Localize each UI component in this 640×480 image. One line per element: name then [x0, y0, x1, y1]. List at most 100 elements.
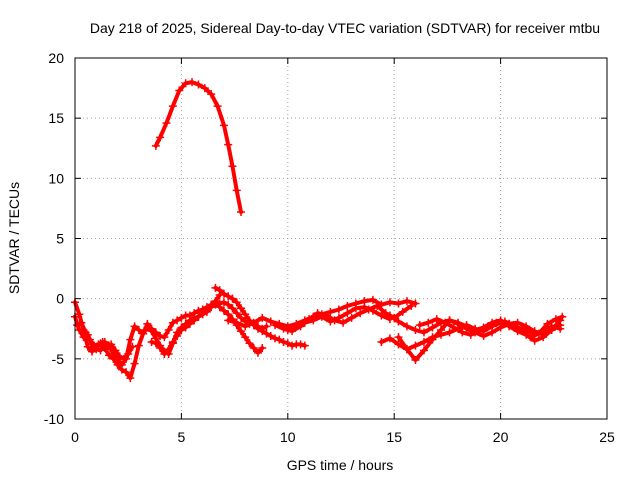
data-point-marker [236, 313, 245, 322]
data-point-marker [130, 322, 139, 331]
data-point-marker [394, 340, 403, 349]
data-point-marker [292, 322, 301, 331]
data-point-marker [398, 307, 407, 316]
y-axis-label: SDTVAR / TECUs [6, 182, 22, 294]
data-point-marker [109, 354, 118, 363]
data-point-marker [300, 341, 309, 350]
data-point-marker [162, 118, 171, 127]
data-point-marker [266, 317, 275, 326]
data-point-marker [347, 313, 356, 322]
data-point-marker [258, 313, 267, 322]
data-point-marker [496, 323, 505, 332]
data-point-marker [449, 323, 458, 332]
data-point-marker [385, 311, 394, 320]
data-point-marker [173, 316, 182, 325]
data-point-marker [241, 310, 250, 319]
data-point-marker [424, 318, 433, 327]
data-point-marker [483, 322, 492, 331]
series-arc-4 [147, 299, 267, 359]
data-point-marker [143, 323, 152, 332]
data-point-marker [334, 305, 343, 314]
data-point-marker [211, 299, 220, 308]
data-point-marker [77, 318, 86, 327]
data-point-marker [88, 347, 97, 356]
data-point-marker [411, 356, 420, 365]
data-point-marker [181, 79, 190, 88]
data-point-marker [117, 365, 126, 374]
data-point-marker [339, 318, 348, 327]
data-point-marker [526, 333, 535, 342]
data-point-marker [254, 348, 263, 357]
data-point-marker [334, 313, 343, 322]
data-point-marker [462, 322, 471, 331]
data-point-marker [368, 295, 377, 304]
data-point-marker [190, 316, 199, 325]
data-point-marker [102, 345, 111, 354]
y-tick-label: 10 [48, 170, 64, 186]
data-point-marker [173, 331, 182, 340]
data-point-marker [156, 331, 165, 340]
data-point-marker [377, 311, 386, 320]
data-point-marker [215, 303, 224, 312]
data-point-marker [419, 328, 428, 337]
data-point-marker [547, 325, 556, 334]
data-point-marker [83, 342, 92, 351]
data-point-marker [368, 306, 377, 315]
data-point-marker [488, 328, 497, 337]
data-point-marker [168, 337, 177, 346]
data-point-marker [466, 330, 475, 339]
data-point-marker [283, 325, 292, 334]
data-point-marker [177, 313, 186, 322]
data-point-marker [258, 327, 267, 336]
data-point-marker [530, 336, 539, 345]
y-tick-label: -5 [52, 351, 65, 367]
data-point-marker [236, 327, 245, 336]
data-point-marker [283, 339, 292, 348]
data-point-marker [428, 335, 437, 344]
data-point-marker [402, 322, 411, 331]
data-point-marker [377, 337, 386, 346]
data-point-marker [224, 140, 233, 149]
data-point-marker [279, 337, 288, 346]
data-point-marker [202, 305, 211, 314]
data-point-marker [156, 344, 165, 353]
data-point-marker [351, 304, 360, 313]
data-point-marker [326, 317, 335, 326]
series-arc-high [151, 78, 245, 217]
data-point-marker [254, 324, 263, 333]
data-point-marker [90, 341, 99, 350]
data-point-marker [271, 321, 280, 330]
data-point-marker [543, 319, 552, 328]
data-point-marker [228, 162, 237, 171]
data-point-marker [224, 300, 233, 309]
data-point-marker [411, 299, 420, 308]
data-point-marker [111, 346, 120, 355]
data-point-marker [517, 325, 526, 334]
data-point-marker [164, 325, 173, 334]
y-tick-label: 15 [48, 110, 64, 126]
data-point-marker [113, 360, 122, 369]
data-point-marker [266, 331, 275, 340]
data-point-marker [428, 323, 437, 332]
data-point-marker [394, 299, 403, 308]
data-point-marker [219, 121, 228, 130]
y-tick-label: 20 [48, 50, 64, 66]
data-point-marker [96, 346, 105, 355]
data-point-marker [288, 341, 297, 350]
data-point-marker [373, 301, 382, 310]
data-point-marker [419, 337, 428, 346]
data-point-marker [343, 309, 352, 318]
data-point-marker [509, 321, 518, 330]
data-point-marker [232, 309, 241, 318]
data-point-marker [107, 340, 116, 349]
data-point-marker [73, 321, 82, 330]
data-point-marker [300, 318, 309, 327]
data-point-marker [81, 328, 90, 337]
data-point-marker [296, 340, 305, 349]
data-point-marker [122, 368, 131, 377]
data-point-marker [317, 312, 326, 321]
x-axis-label: GPS time / hours [287, 457, 394, 473]
x-tick-label: 20 [493, 429, 509, 445]
data-point-marker [407, 301, 416, 310]
